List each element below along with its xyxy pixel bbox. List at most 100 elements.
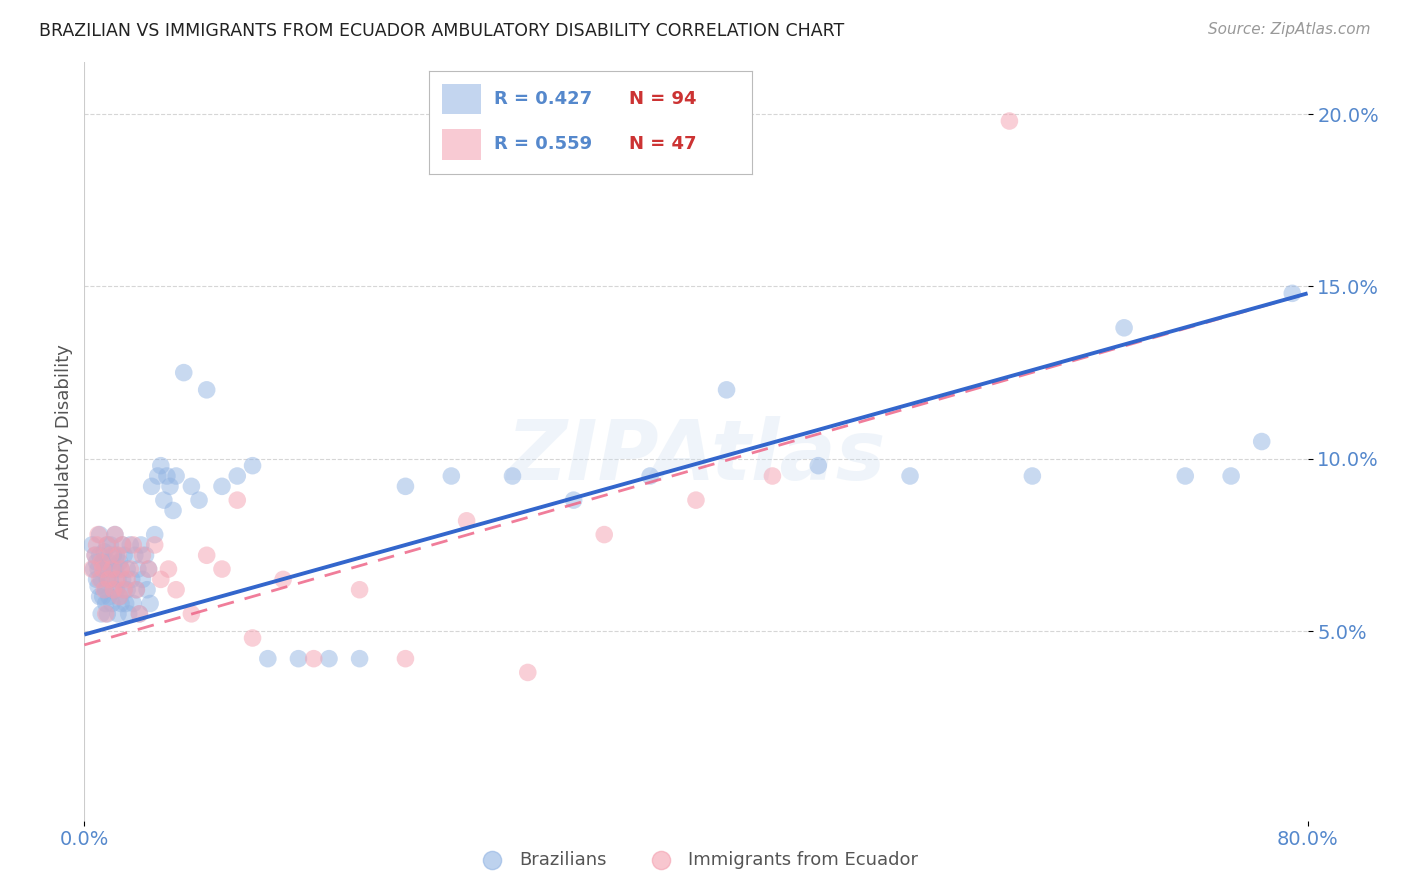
Point <box>226 493 249 508</box>
Point <box>108 590 131 604</box>
Point <box>89 590 111 604</box>
Point <box>103 548 125 563</box>
Point <box>114 597 136 611</box>
Point <box>112 548 135 563</box>
Point <box>593 527 616 541</box>
Point <box>165 582 187 597</box>
Point <box>115 562 138 576</box>
Point <box>110 597 132 611</box>
Point <box>107 573 129 587</box>
Point <box>96 538 118 552</box>
Point <box>149 458 172 473</box>
Point <box>105 573 128 587</box>
Point <box>112 582 135 597</box>
Point <box>898 469 921 483</box>
Point <box>394 479 416 493</box>
Point <box>94 597 117 611</box>
Point <box>173 366 195 380</box>
Point <box>122 597 145 611</box>
Point <box>122 538 145 552</box>
Point <box>107 607 129 621</box>
Point <box>135 548 157 563</box>
Point <box>138 562 160 576</box>
Point <box>271 573 294 587</box>
Point <box>1220 469 1243 483</box>
Bar <box>441 84 481 114</box>
Point <box>211 562 233 576</box>
Point <box>562 493 585 508</box>
Point <box>440 469 463 483</box>
Point <box>110 562 132 576</box>
Point <box>456 514 478 528</box>
Point <box>131 573 153 587</box>
Point <box>101 562 124 576</box>
Point <box>91 562 114 576</box>
Point <box>349 582 371 597</box>
Point <box>159 479 181 493</box>
Point <box>146 469 169 483</box>
Point <box>94 582 117 597</box>
Point <box>107 548 129 563</box>
Bar <box>441 128 481 160</box>
Y-axis label: Ambulatory Disability: Ambulatory Disability <box>55 344 73 539</box>
Point <box>125 582 148 597</box>
Point <box>394 651 416 665</box>
Point <box>83 562 105 576</box>
Point <box>91 590 114 604</box>
Point <box>141 479 163 493</box>
Point <box>143 527 166 541</box>
Legend: Brazilians, Immigrants from Ecuador: Brazilians, Immigrants from Ecuador <box>467 844 925 876</box>
Point <box>318 651 340 665</box>
Point <box>91 555 114 569</box>
Point <box>96 607 118 621</box>
Point <box>242 631 264 645</box>
Point <box>98 548 121 563</box>
Point <box>80 538 103 552</box>
Point <box>180 607 202 621</box>
Point <box>118 607 141 621</box>
Point <box>349 651 371 665</box>
Point <box>111 538 134 552</box>
Point <box>685 493 707 508</box>
Point <box>302 651 325 665</box>
Point <box>108 555 131 569</box>
Point <box>125 582 148 597</box>
Point <box>165 469 187 483</box>
Point <box>86 555 108 569</box>
Point <box>96 573 118 587</box>
Point <box>80 562 103 576</box>
Point <box>998 114 1021 128</box>
Point <box>1174 469 1197 483</box>
Point <box>97 573 120 587</box>
Point <box>110 562 132 576</box>
Point <box>131 548 153 563</box>
Point <box>128 607 150 621</box>
Point <box>112 582 135 597</box>
Point <box>115 573 138 587</box>
Point <box>98 538 121 552</box>
Point <box>502 469 524 483</box>
Point <box>195 548 218 563</box>
Point <box>97 590 120 604</box>
Point <box>87 562 110 576</box>
Point <box>149 573 172 587</box>
Point <box>1114 320 1136 334</box>
Point <box>104 562 127 576</box>
Text: R = 0.427: R = 0.427 <box>494 90 592 108</box>
Point <box>761 469 783 483</box>
Point <box>121 573 143 587</box>
Point <box>111 573 134 587</box>
Point <box>96 538 118 552</box>
Point <box>86 538 108 552</box>
Point <box>127 562 149 576</box>
Point <box>188 493 211 508</box>
Point <box>716 383 738 397</box>
Point <box>87 527 110 541</box>
Point <box>86 573 108 587</box>
Point <box>120 538 142 552</box>
Point <box>211 479 233 493</box>
Point <box>87 579 110 593</box>
Point <box>108 590 131 604</box>
Point <box>1250 434 1272 449</box>
Point <box>162 503 184 517</box>
